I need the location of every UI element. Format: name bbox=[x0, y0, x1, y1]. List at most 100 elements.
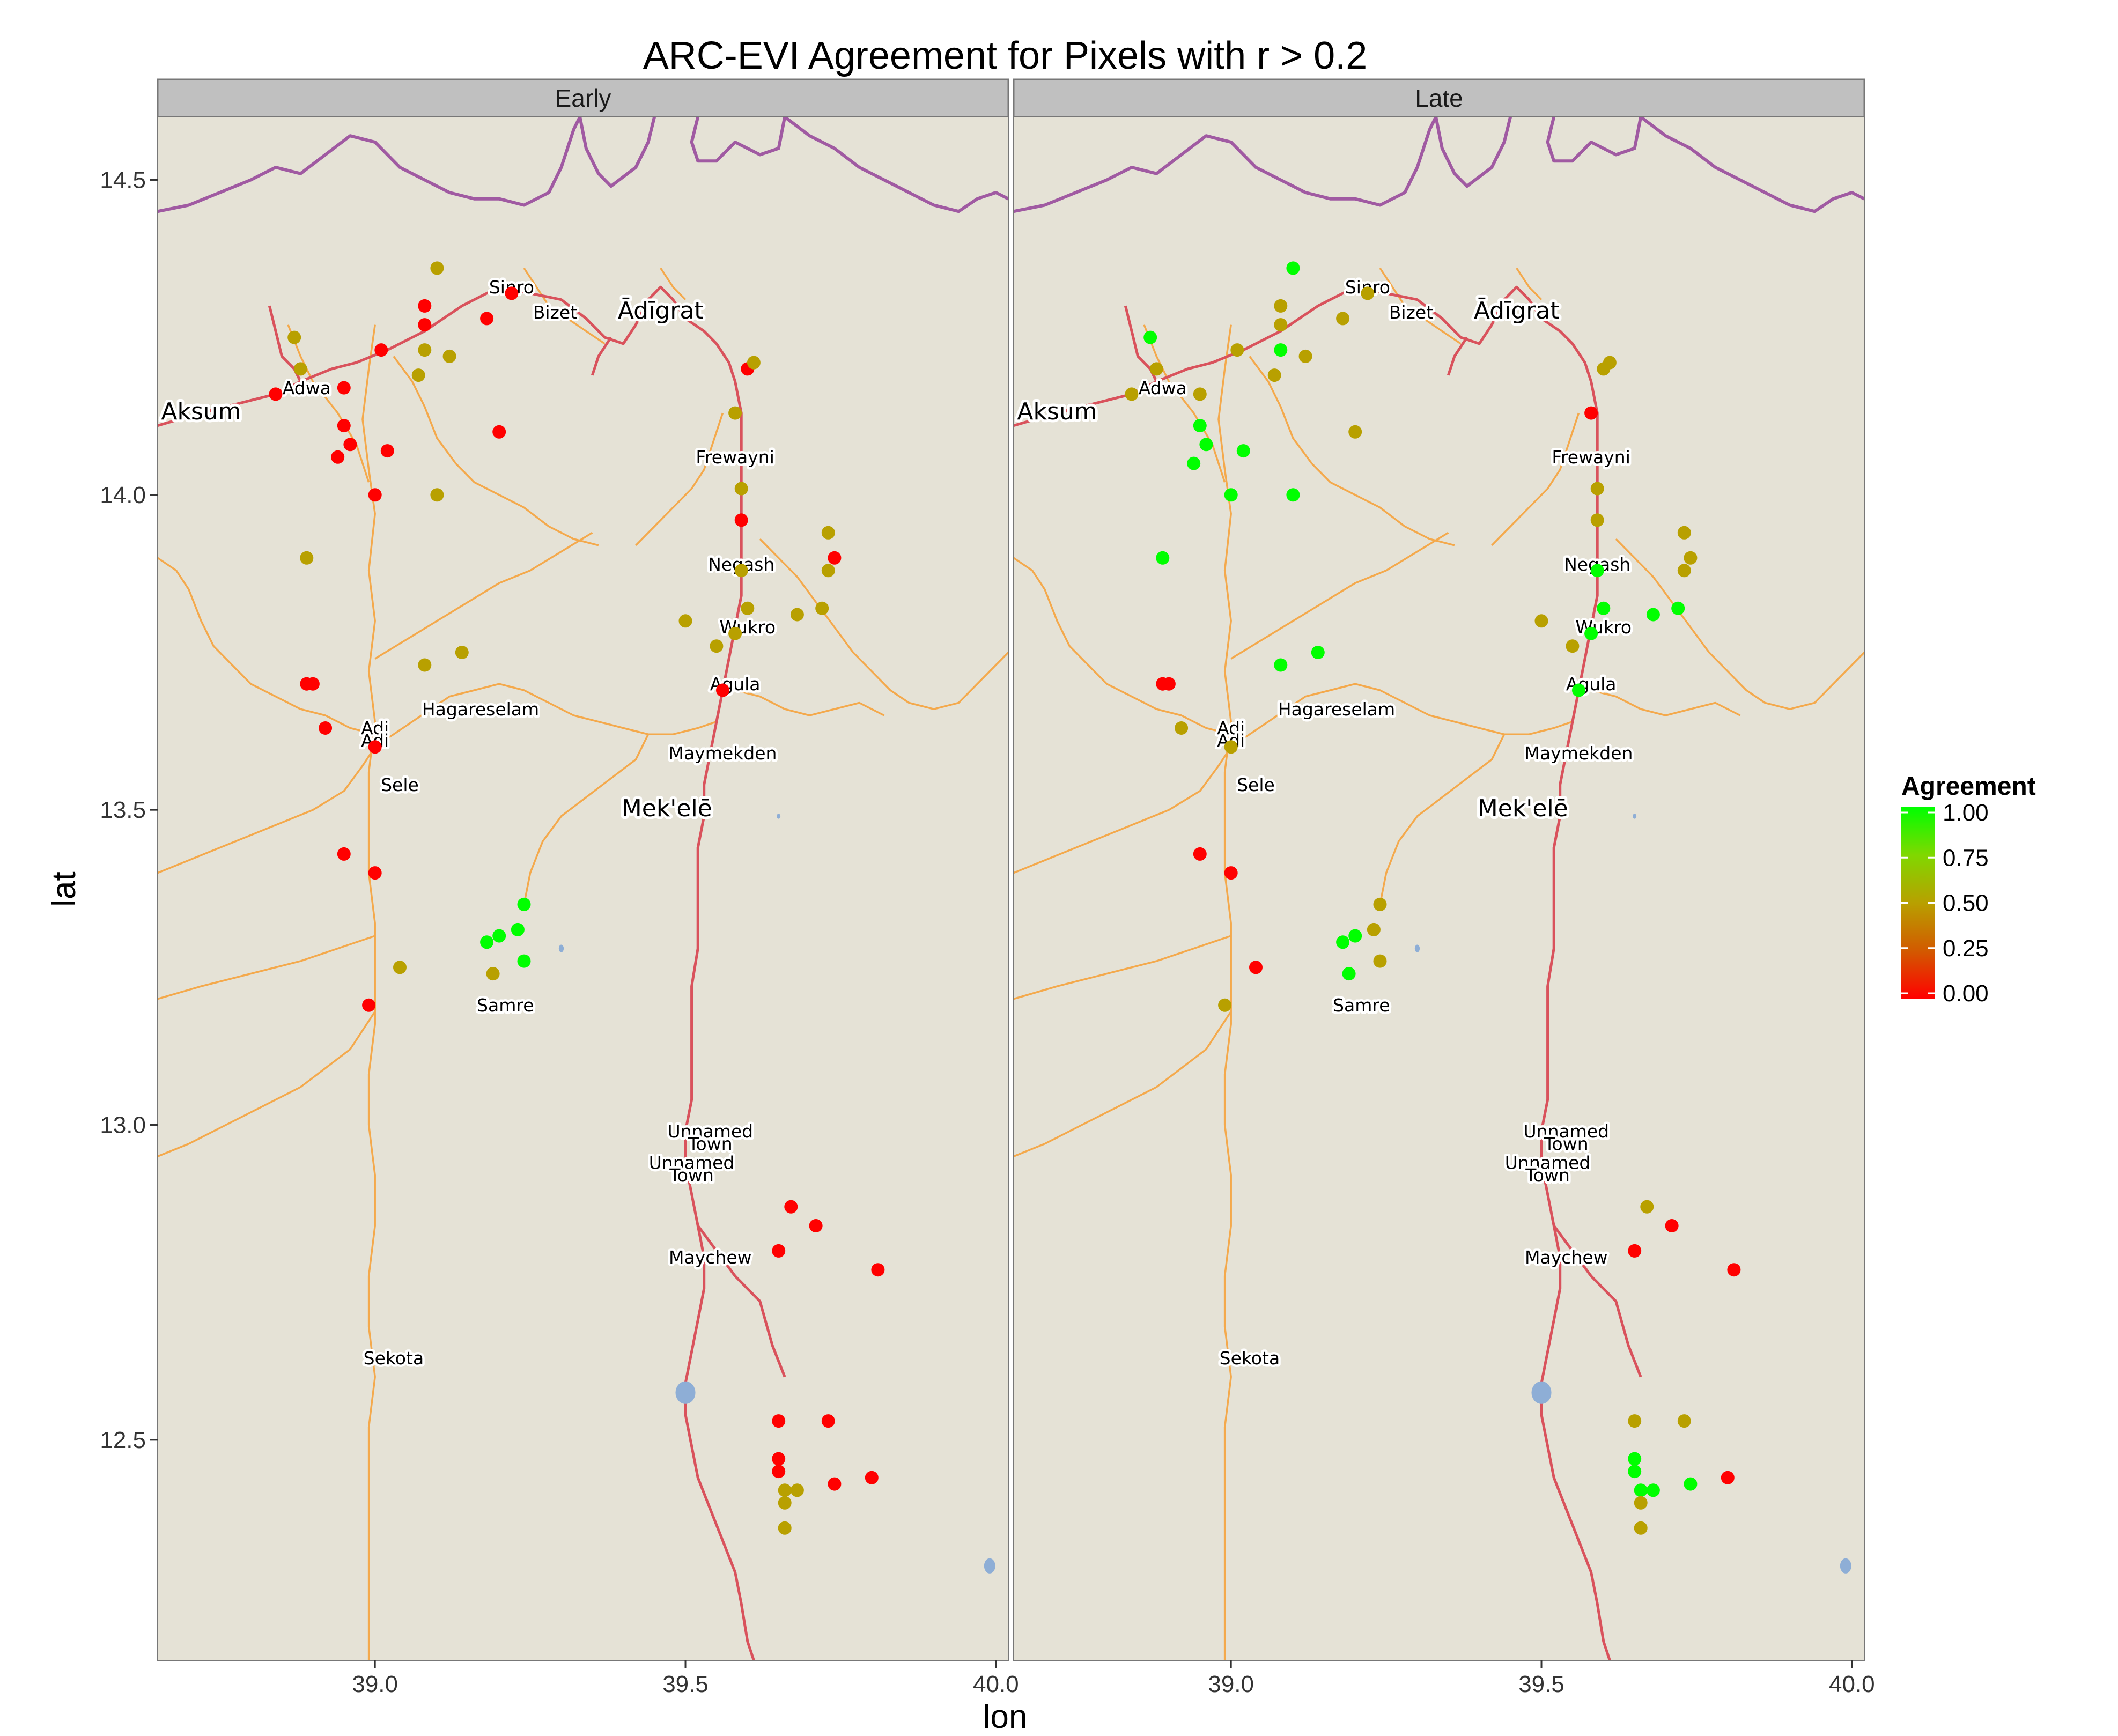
town-label: Frewayni bbox=[696, 447, 774, 468]
lake-shape bbox=[558, 944, 564, 952]
data-point bbox=[1590, 564, 1604, 578]
data-point bbox=[1677, 526, 1691, 540]
x-tick-label: 39.0 bbox=[1208, 1671, 1254, 1697]
data-point bbox=[1348, 425, 1362, 439]
data-point bbox=[418, 658, 432, 672]
data-point bbox=[1584, 626, 1598, 640]
lake-shape bbox=[1414, 944, 1420, 952]
town-label-halo: Ādīgrat bbox=[1474, 297, 1560, 324]
town-label-halo: Samre bbox=[1333, 995, 1390, 1016]
data-point bbox=[1230, 343, 1244, 357]
data-point bbox=[343, 438, 357, 452]
data-point bbox=[821, 526, 835, 540]
town-label: Aksum bbox=[161, 398, 241, 425]
data-point bbox=[418, 318, 432, 332]
town-label: Sele bbox=[1237, 774, 1275, 795]
river-line bbox=[1249, 356, 1455, 546]
town-label-halo: Unnamed bbox=[668, 1121, 754, 1142]
town-label: Hagareselam bbox=[1278, 699, 1395, 720]
data-point bbox=[418, 343, 432, 357]
y-axis: 12.5 13.0 13.5 14.0 14.5 bbox=[100, 167, 158, 1453]
data-point bbox=[517, 954, 531, 968]
data-point bbox=[455, 646, 469, 659]
data-point bbox=[1634, 1496, 1648, 1510]
road-line bbox=[1447, 336, 1468, 376]
legend-label: 1.00 bbox=[1943, 800, 1989, 826]
data-point bbox=[716, 683, 729, 697]
data-point bbox=[772, 1465, 786, 1479]
data-point bbox=[1597, 601, 1611, 615]
y-tick-label: 13.5 bbox=[100, 797, 146, 823]
border-line bbox=[158, 117, 581, 213]
river-line bbox=[735, 689, 885, 716]
data-point bbox=[269, 387, 283, 401]
data-point bbox=[1298, 349, 1312, 363]
data-point bbox=[1249, 961, 1263, 974]
data-point bbox=[772, 1452, 786, 1466]
x-tick-label: 39.5 bbox=[1518, 1671, 1564, 1697]
legend-ticks: 1.00 0.75 0.50 0.25 0.00 bbox=[1901, 800, 1989, 1007]
y-tick-label: 12.5 bbox=[100, 1427, 146, 1453]
data-point bbox=[1274, 658, 1288, 672]
town-label: Adwa bbox=[283, 378, 331, 398]
border-line bbox=[784, 117, 1008, 213]
legend-label: 0.50 bbox=[1943, 890, 1989, 917]
chart-title: ARC-EVI Agreement for Pixels with r > 0.… bbox=[643, 34, 1368, 77]
town-label: Maymekden bbox=[668, 743, 777, 764]
town-label-halo: Aksum bbox=[161, 398, 241, 425]
data-point bbox=[1684, 551, 1698, 565]
legend-title: Agreement bbox=[1901, 772, 2036, 801]
river-line bbox=[635, 412, 724, 546]
data-point bbox=[1566, 639, 1580, 653]
town-label-halo: Sekota bbox=[364, 1348, 424, 1369]
data-point bbox=[778, 1521, 792, 1535]
data-point bbox=[772, 1244, 786, 1258]
town-label-halo: Agula bbox=[710, 674, 761, 695]
river-line bbox=[1516, 267, 1543, 300]
town-label-halo: Mek'elē bbox=[1478, 795, 1568, 822]
data-point bbox=[492, 425, 506, 439]
data-point bbox=[734, 482, 748, 496]
data-point bbox=[287, 330, 301, 344]
data-point bbox=[728, 406, 742, 420]
data-point bbox=[1646, 1483, 1660, 1497]
data-point bbox=[1224, 740, 1238, 754]
town-label: Wukro bbox=[1576, 617, 1632, 638]
town-labels-late: AksumAksumAdwaAdwaSinroSinroBizetBizetĀd… bbox=[1014, 274, 1635, 1371]
x-axis: 39.0 39.5 40.0 39.0 39.5 40.0 bbox=[352, 1660, 1875, 1697]
town-label: Town bbox=[688, 1133, 733, 1154]
lake-shape bbox=[1633, 814, 1637, 819]
border-line bbox=[1546, 117, 1643, 163]
data-point bbox=[319, 721, 333, 735]
data-point bbox=[368, 866, 382, 880]
data-point bbox=[1274, 343, 1288, 357]
y-tick-label: 14.5 bbox=[100, 167, 146, 193]
data-point bbox=[1156, 551, 1170, 565]
data-point bbox=[778, 1496, 792, 1510]
data-point bbox=[734, 513, 748, 527]
strip-label-early: Early bbox=[555, 84, 611, 112]
river-line bbox=[523, 267, 606, 345]
data-point bbox=[380, 444, 394, 458]
lake-shape bbox=[984, 1558, 995, 1574]
panel-background-early bbox=[157, 116, 1009, 1661]
town-label-halo: Town bbox=[669, 1165, 714, 1186]
town-label: Town bbox=[1525, 1165, 1570, 1186]
town-label-halo: Aksum bbox=[1017, 398, 1097, 425]
data-point bbox=[1199, 438, 1213, 452]
data-point bbox=[1187, 456, 1201, 470]
data-point bbox=[1336, 312, 1350, 326]
data-point bbox=[1677, 564, 1691, 578]
town-label-halo: Adi bbox=[1217, 718, 1245, 738]
data-point bbox=[430, 488, 444, 502]
data-point bbox=[1162, 677, 1176, 691]
data-point bbox=[306, 677, 320, 691]
data-point bbox=[1286, 488, 1300, 502]
basemap-early bbox=[158, 117, 1008, 1660]
data-point bbox=[784, 1200, 798, 1214]
data-point bbox=[1267, 368, 1281, 382]
town-label: Hagareselam bbox=[422, 699, 539, 720]
strip-early bbox=[157, 78, 1009, 118]
border-line bbox=[578, 117, 656, 188]
data-point bbox=[411, 368, 425, 382]
